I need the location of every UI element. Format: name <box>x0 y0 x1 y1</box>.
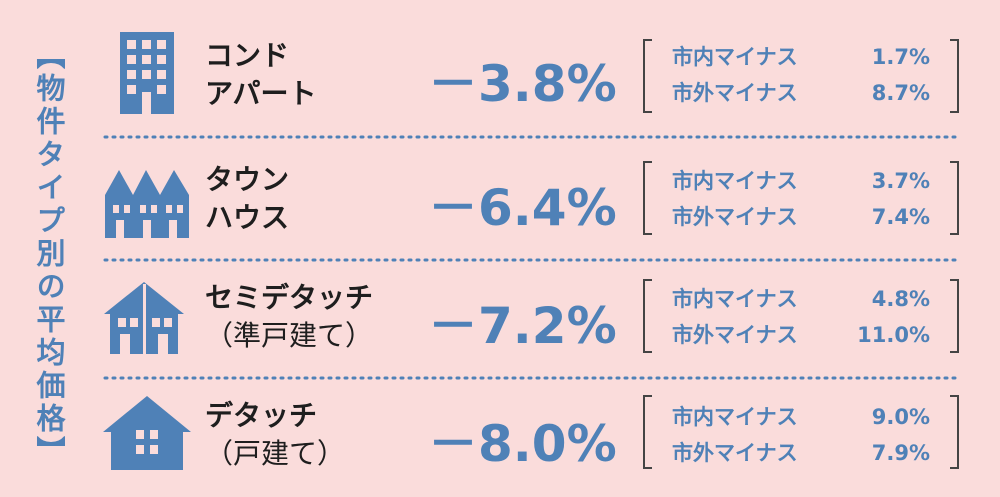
detail-line: 市内マイナス 4.8% <box>672 284 930 314</box>
detail-value: 4.8% <box>871 287 930 311</box>
detail-label: 市外マイナス <box>672 205 798 229</box>
average-change: －6.4% <box>428 179 617 237</box>
brackets <box>643 39 959 469</box>
side-label: 【物件タイプ別の平均価格】 <box>32 40 66 469</box>
detail-value: 11.0% <box>857 323 930 347</box>
type-name: ハウス <box>205 201 290 234</box>
detail-line: 市内マイナス 9.0% <box>672 402 930 432</box>
detail-line: 市外マイナス 11.0% <box>672 320 930 350</box>
icon-condo <box>120 32 174 114</box>
detail-label: 市内マイナス <box>672 287 798 311</box>
average-change: －8.0% <box>428 415 617 473</box>
detail-label: 市内マイナス <box>672 405 798 429</box>
average-change: －3.8% <box>428 55 617 113</box>
icon-townhouse <box>105 170 189 238</box>
detail-label: 市外マイナス <box>672 81 798 105</box>
detail-value: 7.9% <box>871 441 930 465</box>
detail-line: 市外マイナス 7.9% <box>672 438 930 468</box>
detail-line: 市内マイナス 3.7% <box>672 166 930 196</box>
type-name: セミデタッチ <box>205 281 374 314</box>
detail-label: 市内マイナス <box>672 45 798 69</box>
detail-line: 市内マイナス 1.7% <box>672 42 930 72</box>
detail-value: 1.7% <box>871 45 930 69</box>
type-name: （戸建て） <box>205 437 346 470</box>
icon-detached <box>103 396 191 470</box>
type-name: デタッチ <box>205 399 318 432</box>
icon-semi-detached <box>104 282 184 354</box>
type-name: タウン <box>205 163 290 196</box>
type-name: コンド <box>205 39 290 72</box>
detail-line: 市外マイナス 7.4% <box>672 202 930 232</box>
detail-line: 市外マイナス 8.7% <box>672 78 930 108</box>
detail-label: 市外マイナス <box>672 323 798 347</box>
detail-label: 市内マイナス <box>672 169 798 193</box>
detail-value: 9.0% <box>871 405 930 429</box>
detail-value: 8.7% <box>871 81 930 105</box>
average-change: －7.2% <box>428 297 617 355</box>
detail-value: 7.4% <box>871 205 930 229</box>
separators <box>103 135 962 380</box>
detail-label: 市外マイナス <box>672 441 798 465</box>
type-name: アパート <box>205 77 317 110</box>
detail-value: 3.7% <box>871 169 930 193</box>
type-name: （準戸建て） <box>205 319 374 352</box>
